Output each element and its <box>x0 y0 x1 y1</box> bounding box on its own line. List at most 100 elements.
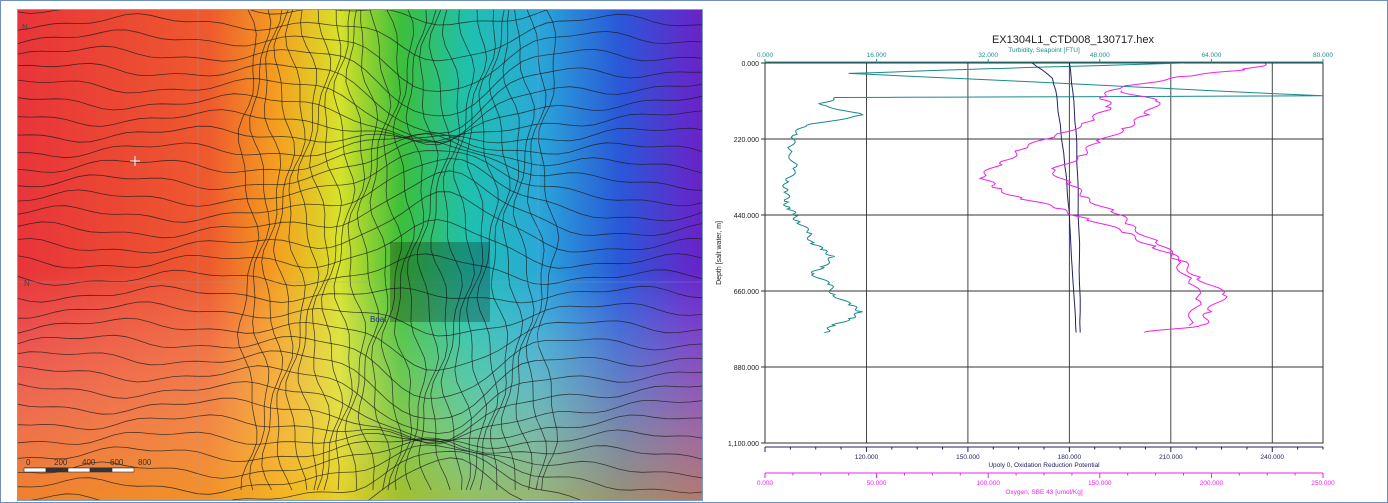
contour-line <box>18 139 702 191</box>
y-axis-label: Depth [salt water, m] <box>716 221 723 285</box>
feature-annotations: Boat <box>370 242 490 324</box>
scale-bar-segment <box>45 467 69 473</box>
top-tick-label: 0.000 <box>757 52 774 59</box>
contour-line <box>488 10 511 490</box>
contour-line <box>18 381 702 443</box>
contour-line <box>380 10 404 491</box>
contour-line <box>525 10 548 491</box>
scale-bar-label: 200 <box>54 458 68 467</box>
bottom-2-tick-label: 100.000 <box>976 480 1000 487</box>
contour-line <box>18 285 702 304</box>
contour-line <box>272 10 296 491</box>
contour-line <box>18 29 702 92</box>
contour-line <box>466 10 488 491</box>
top-tick-label: 16.000 <box>867 52 887 59</box>
y-tick-label: 1,100.000 <box>728 441 759 448</box>
contour-line <box>18 93 702 146</box>
contour-line <box>249 10 272 491</box>
scale-bar-label: 400 <box>82 458 96 467</box>
y-tick-label: 880.000 <box>734 365 759 372</box>
bottom-axis-2-label: Oxygen, SBE 43 [umol/Kg] <box>1005 489 1083 496</box>
contour-line <box>18 78 702 144</box>
contour-line <box>18 219 702 269</box>
y-tick-label: 440.000 <box>734 213 759 220</box>
bathymetry-map-panel: Boat N N 0 200 400 600 800 <box>17 9 703 501</box>
contour-line <box>18 150 702 207</box>
boat-label: Boat <box>370 315 387 324</box>
top-tick-label: 80.000 <box>1313 52 1333 59</box>
contour-line <box>18 133 702 174</box>
contour-line <box>18 444 702 495</box>
bottom-2-tick-label: 150.000 <box>1088 480 1112 487</box>
contour-line <box>369 10 392 491</box>
scale-bar-segment <box>67 467 91 473</box>
top-tick-label: 32.000 <box>978 52 998 59</box>
bottom-2-tick-label: 50.000 <box>867 480 887 487</box>
contour-line <box>18 414 702 443</box>
y-tick-label: 660.000 <box>734 289 759 296</box>
contour-line <box>18 45 702 117</box>
series-line-4 <box>1050 90 1202 326</box>
top-tick-label: 64.000 <box>1201 52 1221 59</box>
plot-area <box>764 62 1324 444</box>
contour-line <box>18 125 702 144</box>
contour-line <box>440 10 463 491</box>
contour-line <box>18 301 702 337</box>
series-line-0 <box>782 63 1323 333</box>
grid-lines <box>18 10 702 500</box>
corner-coordinate-label: N <box>22 23 28 32</box>
contour-line <box>321 10 344 491</box>
contour-line <box>501 10 524 491</box>
bottom-2-tick-label: 250.000 <box>1311 480 1335 487</box>
chart-svg: EX1304L1_CTD008_130717.hex 0.000 220.000 4… <box>716 34 1335 496</box>
y-tick-label: 220.000 <box>734 137 759 144</box>
contour-lines <box>18 10 702 500</box>
scale-bar-segment <box>23 467 47 473</box>
contour-line <box>392 10 415 491</box>
contour-line <box>18 10 548 26</box>
ctd-profile-chart: EX1304L1_CTD008_130717.hex 0.000 220.000 4… <box>707 9 1379 499</box>
top-tick-label: 48.000 <box>1090 52 1110 59</box>
contour-line <box>18 365 702 434</box>
latitude-label: N <box>24 279 30 288</box>
contour-line <box>18 13 702 62</box>
contour-line <box>344 10 366 491</box>
y-tick-label: 0.000 <box>741 61 759 68</box>
bottom-1-tick-label: 150.000 <box>956 454 980 461</box>
bottom-1-tick-label: 180.000 <box>1058 454 1082 461</box>
contour-line <box>18 62 702 134</box>
bottom-2-tick-label: 200.000 <box>1200 480 1224 487</box>
bottom-1-tick-label: 240.000 <box>1261 454 1285 461</box>
contour-line <box>333 10 356 491</box>
contour-line <box>30 450 582 500</box>
bottom-1-tick-label: 120.000 <box>855 454 879 461</box>
scale-bar-label: 0 <box>26 458 31 467</box>
contour-line <box>309 10 331 491</box>
contour-line <box>285 10 308 491</box>
contour-line <box>428 10 452 491</box>
contour-line <box>18 334 702 399</box>
contour-line <box>18 170 702 239</box>
series-line-3 <box>978 63 1268 333</box>
scale-bar-segment <box>89 467 113 473</box>
scale-bar-label: 800 <box>138 458 152 467</box>
contour-line <box>476 10 499 491</box>
contour-line <box>18 191 702 254</box>
contour-line <box>452 10 475 491</box>
contour-line <box>512 10 535 491</box>
crosshair-marker <box>130 156 140 166</box>
top-axis-label: Turbidity, Seapoint [FTU] <box>1008 47 1080 54</box>
chart-title: EX1304L1_CTD008_130717.hex <box>992 34 1155 46</box>
contour-line <box>18 132 702 159</box>
bathymetry-map: Boat N N 0 200 400 600 800 <box>18 10 702 500</box>
contour-line <box>236 10 260 491</box>
series-group <box>782 63 1323 333</box>
scale-bar-segment <box>111 467 135 473</box>
contour-line <box>356 10 379 491</box>
bottom-1-tick-label: 210.000 <box>1159 454 1183 461</box>
contour-line <box>404 10 428 491</box>
scale-bar-label: 600 <box>110 458 124 467</box>
contour-line <box>297 10 320 491</box>
contour-line <box>18 158 702 223</box>
